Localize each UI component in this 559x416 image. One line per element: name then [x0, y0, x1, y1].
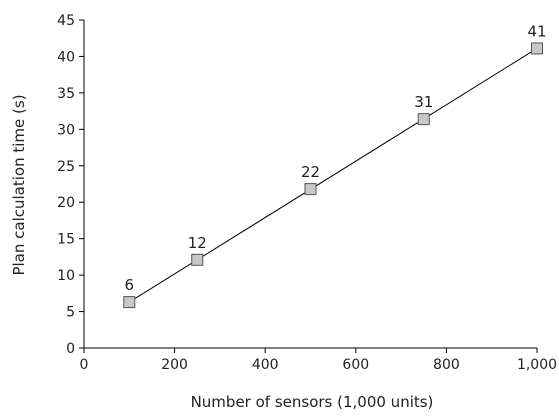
data-label: 22 — [301, 163, 320, 181]
x-tick-label: 1,000 — [517, 357, 557, 373]
trend-line — [129, 48, 538, 303]
x-ticks: 0 200 400 600 800 1,000 — [80, 348, 557, 373]
y-tick-label: 20 — [57, 195, 75, 211]
y-axis-title: Plan calculation time (s) — [10, 94, 28, 275]
y-tick-label: 5 — [66, 305, 75, 321]
x-tick-label: 200 — [161, 357, 188, 373]
data-point — [191, 253, 204, 266]
y-tick-label: 40 — [57, 49, 75, 65]
x-tick-label: 400 — [252, 357, 279, 373]
x-tick-label: 600 — [342, 357, 369, 373]
y-tick-label: 15 — [57, 232, 75, 248]
data-label: 12 — [188, 234, 207, 252]
y-tick-label: 0 — [66, 341, 75, 357]
y-tick-label: 35 — [57, 86, 75, 102]
data-label: 6 — [125, 276, 135, 294]
x-tick-label: 800 — [433, 357, 460, 373]
data-point — [531, 42, 543, 55]
data-point — [417, 113, 430, 126]
data-labels: 6 12 22 31 41 — [125, 22, 547, 294]
x-tick-label: 0 — [80, 357, 89, 373]
data-point — [304, 183, 317, 196]
trend — [129, 48, 538, 303]
y-tick-label: 45 — [57, 13, 75, 29]
y-ticks: 0 5 10 15 20 25 30 35 40 45 — [57, 13, 84, 357]
y-tick-label: 10 — [57, 268, 75, 284]
x-axis-title: Number of sensors (1,000 units) — [191, 393, 434, 411]
data-point — [123, 296, 136, 309]
y-tick-label: 30 — [57, 122, 75, 138]
y-tick-label: 25 — [57, 159, 75, 175]
data-label: 31 — [414, 93, 433, 111]
data-label: 41 — [527, 22, 546, 40]
axes — [83, 20, 537, 349]
data-points — [123, 42, 543, 309]
